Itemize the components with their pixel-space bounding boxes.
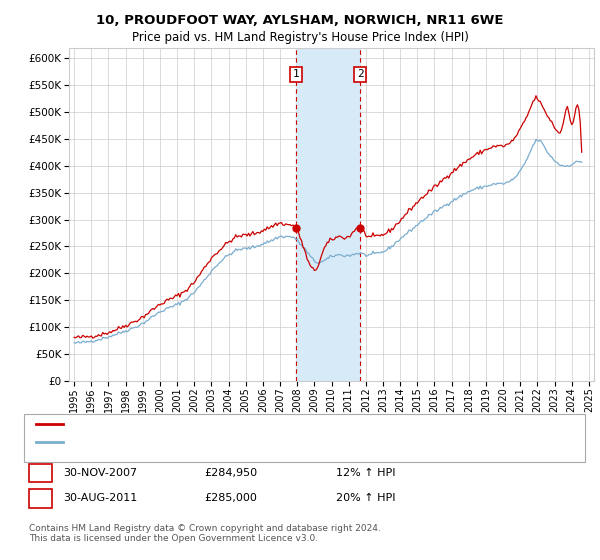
Bar: [296, 48, 360, 381]
Text: 1: 1: [37, 468, 44, 478]
Text: HPI: Average price, detached house, Broadland: HPI: Average price, detached house, Broa…: [69, 437, 315, 447]
Text: Price paid vs. HM Land Registry's House Price Index (HPI): Price paid vs. HM Land Registry's House …: [131, 31, 469, 44]
Text: 1: 1: [292, 69, 299, 80]
Text: 20% ↑ HPI: 20% ↑ HPI: [336, 493, 395, 503]
Text: Contains HM Land Registry data © Crown copyright and database right 2024.
This d: Contains HM Land Registry data © Crown c…: [29, 524, 380, 543]
Text: 2: 2: [37, 493, 44, 503]
Text: 30-NOV-2007: 30-NOV-2007: [63, 468, 137, 478]
Text: 12% ↑ HPI: 12% ↑ HPI: [336, 468, 395, 478]
Text: 10, PROUDFOOT WAY, AYLSHAM, NORWICH, NR11 6WE (detached house): 10, PROUDFOOT WAY, AYLSHAM, NORWICH, NR1…: [69, 419, 449, 429]
Text: £284,950: £284,950: [204, 468, 257, 478]
Text: 30-AUG-2011: 30-AUG-2011: [63, 493, 137, 503]
Text: 2: 2: [357, 69, 364, 80]
Text: 10, PROUDFOOT WAY, AYLSHAM, NORWICH, NR11 6WE: 10, PROUDFOOT WAY, AYLSHAM, NORWICH, NR1…: [96, 14, 504, 27]
Text: £285,000: £285,000: [204, 493, 257, 503]
